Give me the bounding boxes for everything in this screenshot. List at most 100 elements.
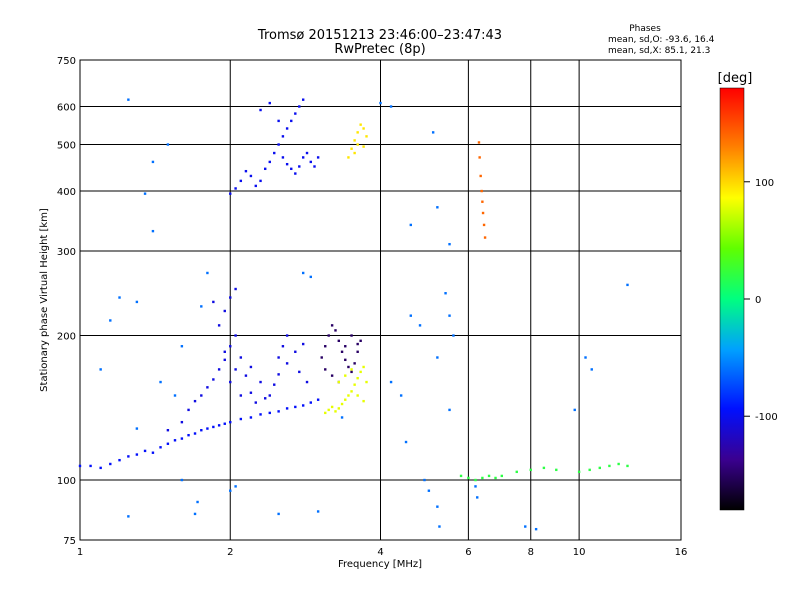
colorbar-ticks: 100 0 -100: [744, 178, 778, 423]
data-point: [436, 206, 439, 209]
data-point: [229, 192, 232, 195]
data-point: [459, 474, 463, 478]
data-point: [193, 432, 197, 435]
x-tick-label: 4: [377, 547, 383, 558]
data-point: [159, 380, 162, 384]
data-point: [229, 420, 232, 424]
data-point: [344, 345, 347, 348]
data-point: [196, 500, 199, 504]
data-point: [481, 476, 484, 480]
data-point: [309, 401, 312, 404]
data-point: [285, 162, 289, 166]
data-point: [340, 402, 344, 406]
data-point: [180, 478, 184, 482]
data-point: [327, 334, 330, 337]
data-point: [356, 131, 359, 134]
data-point: [285, 334, 289, 337]
data-point: [268, 160, 271, 164]
data-point: [99, 466, 102, 470]
data-point: [301, 342, 305, 346]
x-axis-label: Frequency [MHz]: [338, 559, 422, 570]
data-point: [409, 223, 412, 227]
data-point: [479, 174, 482, 178]
data-point: [337, 407, 341, 410]
y-axis-ticks: 75 100 200 300 400 500 600 750: [57, 56, 76, 547]
data-point: [324, 368, 327, 371]
data-point: [327, 408, 330, 412]
data-point: [223, 350, 226, 353]
data-point: [305, 380, 309, 384]
data-point: [217, 324, 221, 327]
data-point: [99, 368, 102, 371]
chart-title: Tromsø 20151213 23:46:00–23:47:43: [257, 28, 502, 43]
colorbar-tick-label: 100: [755, 178, 774, 189]
data-point: [573, 408, 576, 412]
y-tick-label: 600: [57, 103, 76, 114]
data-point: [301, 271, 305, 275]
data-point: [180, 437, 184, 440]
data-point: [217, 368, 221, 371]
data-points: [78, 98, 629, 531]
data-point: [309, 160, 312, 164]
data-point: [244, 374, 248, 377]
data-point: [264, 167, 267, 171]
data-point: [474, 485, 477, 488]
data-point: [365, 380, 368, 384]
data-point: [234, 187, 237, 190]
data-point: [239, 417, 243, 421]
grid-lines: [80, 60, 681, 540]
data-point: [365, 135, 368, 138]
data-point: [212, 425, 215, 429]
data-point: [223, 358, 226, 362]
data-point: [340, 416, 344, 419]
data-point: [254, 184, 257, 188]
data-point: [309, 275, 312, 279]
y-axis-label: Stationary phase Virtual Height [km]: [39, 208, 50, 392]
data-point: [444, 292, 447, 295]
data-point: [362, 127, 365, 130]
y-tick-label: 300: [57, 247, 76, 258]
y-tick-label: 400: [57, 187, 76, 198]
data-point: [359, 339, 362, 343]
data-point: [399, 394, 403, 397]
data-point: [259, 413, 262, 416]
data-point: [418, 324, 422, 327]
data-point: [313, 165, 316, 168]
data-point: [448, 408, 451, 412]
data-point: [481, 211, 485, 215]
x-tick-label: 1: [77, 547, 83, 558]
data-point: [448, 314, 451, 317]
data-point: [483, 236, 487, 239]
data-point: [617, 462, 620, 466]
data-point: [229, 380, 232, 384]
data-point: [316, 510, 320, 513]
data-point: [143, 449, 147, 453]
data-point: [353, 383, 356, 386]
data-point: [337, 339, 341, 343]
data-point: [264, 397, 267, 400]
data-point: [500, 474, 504, 478]
data-point: [281, 135, 285, 138]
y-tick-label: 750: [57, 56, 76, 67]
data-point: [344, 374, 347, 377]
data-point: [118, 458, 121, 462]
data-point: [109, 319, 112, 322]
data-point: [427, 489, 431, 492]
data-point: [344, 358, 347, 362]
data-point: [590, 368, 593, 371]
data-point: [109, 462, 112, 466]
data-point: [234, 287, 237, 291]
data-point: [166, 429, 170, 432]
data-point: [187, 408, 190, 412]
data-point: [324, 411, 327, 415]
data-point: [389, 105, 393, 108]
data-point: [356, 143, 359, 146]
x-tick-label: 8: [528, 547, 534, 558]
data-point: [452, 334, 455, 337]
data-point: [234, 334, 237, 337]
data-point: [480, 189, 483, 193]
data-point: [350, 147, 353, 150]
data-point: [356, 342, 359, 346]
data-point: [254, 401, 257, 404]
data-point: [477, 141, 481, 144]
